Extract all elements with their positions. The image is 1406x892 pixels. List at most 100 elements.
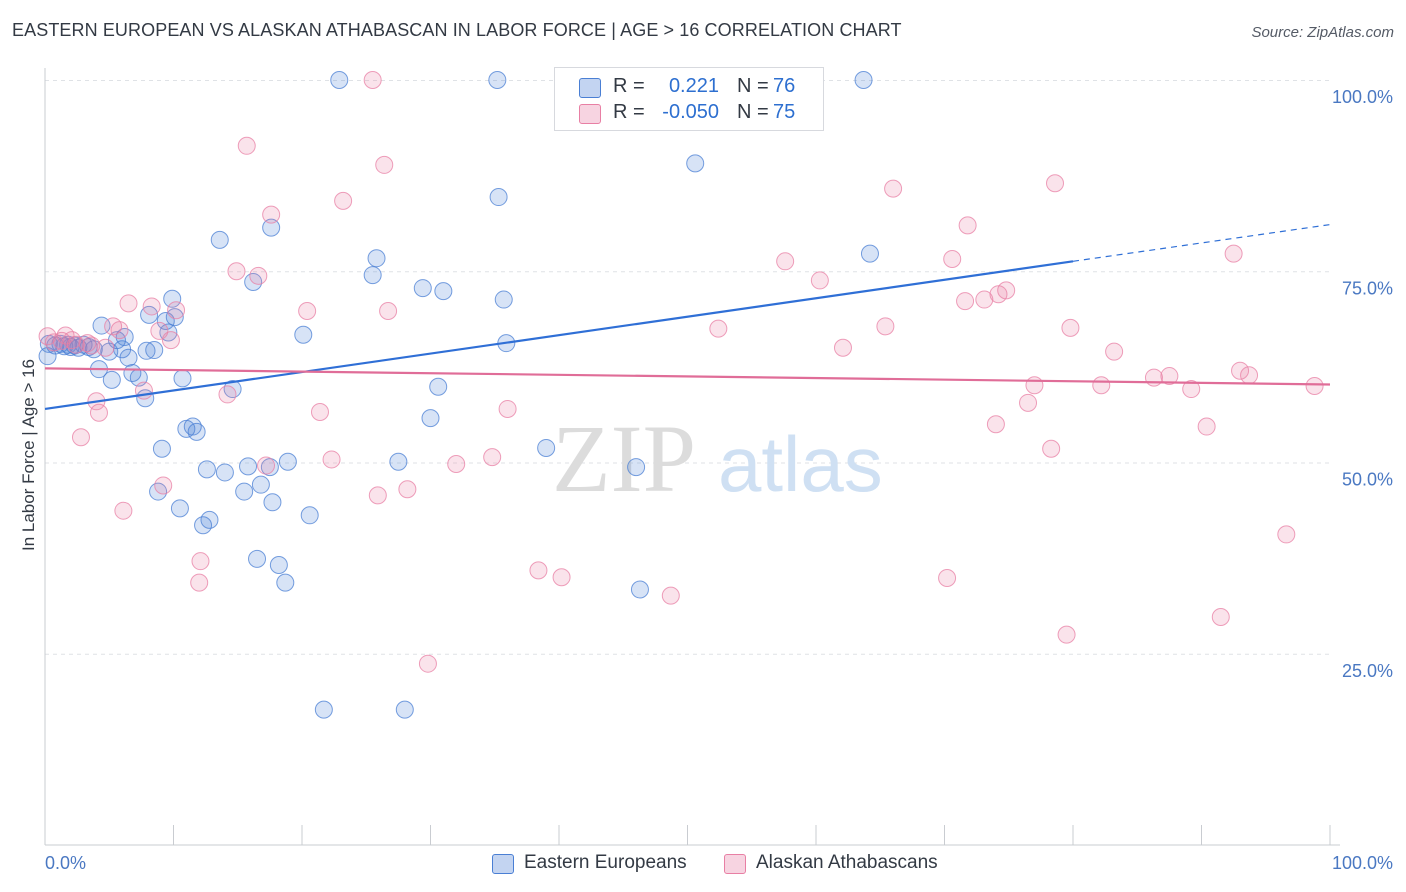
- point-eastern-european: [173, 369, 192, 388]
- point-eastern-european: [200, 510, 219, 529]
- legend-row-eastern-europeans: R = 0.221 N = 76: [555, 75, 823, 101]
- point-alaskan-athabascan: [237, 136, 256, 155]
- data-points: [38, 71, 1324, 719]
- point-alaskan-athabascan: [119, 294, 138, 313]
- point-eastern-european: [537, 438, 556, 457]
- point-alaskan-athabascan: [161, 331, 180, 350]
- point-alaskan-athabascan: [96, 338, 115, 357]
- point-alaskan-athabascan: [379, 302, 398, 321]
- point-alaskan-athabascan: [114, 501, 133, 520]
- point-alaskan-athabascan: [975, 290, 994, 309]
- point-alaskan-athabascan: [810, 271, 829, 290]
- point-alaskan-athabascan: [833, 338, 852, 357]
- point-eastern-european: [494, 290, 513, 309]
- point-alaskan-athabascan: [257, 456, 276, 475]
- point-eastern-european: [215, 463, 234, 482]
- legend-r-value: -0.050: [662, 101, 719, 123]
- point-alaskan-athabascan: [334, 191, 353, 210]
- correlation-legend: R = 0.221 N = 76 R = -0.050 N = 75: [554, 67, 824, 131]
- legend-r-label: R =: [613, 101, 645, 123]
- series-swatch-eastern-europeans: [492, 854, 514, 874]
- point-alaskan-athabascan: [227, 262, 246, 281]
- point-alaskan-athabascan: [997, 281, 1016, 300]
- legend-n-label: N =: [737, 101, 769, 123]
- point-alaskan-athabascan: [71, 428, 90, 447]
- trend-lines: [44, 223, 1331, 411]
- point-alaskan-athabascan: [218, 385, 237, 404]
- legend-n-label: N =: [737, 75, 769, 97]
- point-alaskan-athabascan: [310, 403, 329, 422]
- point-alaskan-athabascan: [44, 333, 63, 352]
- legend-n-value: 76: [773, 75, 796, 97]
- point-alaskan-athabascan: [363, 71, 382, 89]
- point-alaskan-athabascan: [142, 297, 161, 316]
- legend-swatch-blue: [579, 78, 601, 98]
- point-alaskan-athabascan: [154, 476, 173, 495]
- legend-n-value: 75: [773, 101, 796, 123]
- point-alaskan-athabascan: [1197, 417, 1216, 436]
- series-label-eastern-europeans: Eastern Europeans: [524, 852, 687, 873]
- point-alaskan-athabascan: [1160, 367, 1179, 386]
- point-alaskan-athabascan: [167, 301, 186, 320]
- point-eastern-european: [187, 422, 206, 441]
- point-alaskan-athabascan: [249, 266, 268, 285]
- point-alaskan-athabascan: [776, 252, 795, 271]
- point-alaskan-athabascan: [1277, 525, 1296, 544]
- point-alaskan-athabascan: [190, 573, 209, 592]
- point-alaskan-athabascan: [1224, 244, 1243, 263]
- point-eastern-european: [210, 230, 229, 249]
- trend-line-alaskan-athabascans: [44, 367, 1331, 386]
- point-alaskan-athabascan: [1231, 361, 1250, 380]
- point-eastern-european: [102, 370, 121, 389]
- point-eastern-european: [262, 218, 281, 237]
- y-tick-label: 50.0%: [1342, 470, 1393, 490]
- source-label: Source: ZipAtlas.com: [1251, 24, 1394, 41]
- legend-r-value: 0.221: [668, 75, 719, 97]
- x-tick-label: 0.0%: [45, 853, 86, 873]
- point-alaskan-athabascan: [298, 302, 317, 321]
- point-alaskan-athabascan: [375, 155, 394, 174]
- point-alaskan-athabascan: [876, 317, 895, 336]
- point-eastern-european: [434, 282, 453, 301]
- point-alaskan-athabascan: [1305, 377, 1324, 395]
- point-alaskan-athabascan: [89, 403, 108, 422]
- point-eastern-european: [367, 249, 386, 268]
- trend-extension-eastern-europeans: [1072, 223, 1331, 262]
- point-eastern-european: [276, 573, 295, 592]
- point-eastern-european: [165, 308, 184, 327]
- point-eastern-european: [330, 71, 349, 89]
- tick-labels: 25.0% 50.0% 75.0% 100.0% 0.0% 100.0%: [45, 87, 1393, 873]
- point-eastern-european: [251, 475, 270, 494]
- series-swatch-alaskan-athabascans: [724, 854, 746, 874]
- watermark-zip: ZIP: [552, 405, 696, 512]
- point-alaskan-athabascan: [529, 561, 548, 580]
- point-eastern-european: [119, 348, 138, 367]
- point-alaskan-athabascan: [191, 552, 210, 571]
- point-alaskan-athabascan: [958, 216, 977, 235]
- point-alaskan-athabascan: [418, 654, 437, 673]
- point-eastern-european: [163, 289, 182, 308]
- y-tick-label: 25.0%: [1342, 661, 1393, 681]
- point-alaskan-athabascan: [110, 321, 129, 340]
- point-eastern-european: [300, 506, 319, 525]
- series-label-alaskan-athabascans: Alaskan Athabascans: [756, 852, 938, 873]
- point-alaskan-athabascan: [398, 480, 417, 499]
- point-eastern-european: [170, 499, 189, 518]
- point-alaskan-athabascan: [956, 292, 975, 311]
- point-eastern-european: [269, 556, 288, 575]
- point-eastern-european: [389, 452, 408, 471]
- x-tick-label: 100.0%: [1332, 853, 1393, 873]
- point-eastern-european: [395, 700, 414, 719]
- point-alaskan-athabascan: [1025, 376, 1044, 395]
- point-eastern-european: [294, 325, 313, 344]
- point-alaskan-athabascan: [1092, 376, 1111, 395]
- point-alaskan-athabascan: [66, 335, 85, 354]
- point-alaskan-athabascan: [1144, 368, 1163, 387]
- y-tick-label: 100.0%: [1332, 87, 1393, 107]
- point-eastern-european: [145, 341, 164, 360]
- point-eastern-european: [244, 272, 263, 291]
- point-alaskan-athabascan: [709, 319, 728, 338]
- point-eastern-european: [248, 549, 267, 568]
- point-alaskan-athabascan: [1046, 174, 1065, 193]
